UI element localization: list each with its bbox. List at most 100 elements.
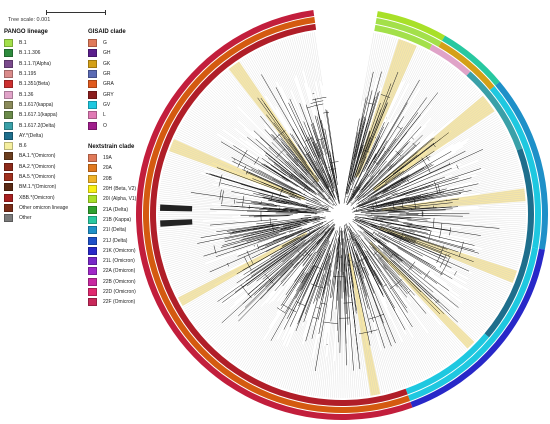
leaf-guide-line bbox=[224, 72, 285, 145]
leaf-guide-line bbox=[367, 349, 377, 395]
leaf-guide-line bbox=[434, 150, 515, 181]
leaf-guide-line bbox=[248, 55, 302, 145]
nextstrain-legend-item: 22B (Omicron) bbox=[88, 277, 136, 287]
nextstrain-color-swatch bbox=[88, 257, 97, 266]
leaf-guide-line bbox=[443, 129, 506, 162]
nextstrain-legend-label: 22F (Omicron) bbox=[103, 299, 136, 306]
leaf-guide-line bbox=[303, 330, 318, 394]
nextstrain-legend-label: 22D (Omicron) bbox=[103, 289, 136, 295]
leaf-guide-line bbox=[218, 77, 283, 149]
pango-color-swatch bbox=[4, 162, 13, 171]
leaf-guide-line bbox=[429, 269, 498, 313]
leaf-guide-line bbox=[382, 336, 400, 389]
leaf-guide-line bbox=[449, 297, 488, 327]
leaf-guide-line bbox=[168, 152, 247, 181]
leaf-guide-line bbox=[385, 301, 425, 379]
leaf-guide-line bbox=[398, 58, 441, 125]
leaf-guide-line bbox=[455, 125, 504, 152]
pango-legend-item: BM.1.*(Omicron) bbox=[4, 182, 68, 192]
pango-legend-title: PANGO lineage bbox=[4, 29, 48, 35]
leaf-guide-line bbox=[417, 215, 526, 220]
leaf-guide-line bbox=[468, 120, 501, 139]
leaf-guide-line bbox=[390, 59, 443, 140]
leaf-guide-line bbox=[289, 37, 316, 123]
leaf-guide-line bbox=[163, 232, 267, 259]
leaf-guide-line bbox=[188, 112, 242, 149]
leaf-guide-line bbox=[162, 172, 213, 185]
leaf-guide-line bbox=[278, 308, 308, 387]
leaf-guide-line bbox=[222, 302, 267, 355]
leaf-guide-line bbox=[435, 259, 508, 295]
leaf-guide-line bbox=[404, 60, 445, 120]
pango-color-swatch bbox=[4, 90, 13, 99]
leaf-guide-line bbox=[203, 92, 245, 129]
leaf-guide-line bbox=[271, 43, 291, 91]
nextstrain-clade-ring bbox=[376, 11, 445, 41]
leaf-guide-line bbox=[171, 144, 247, 176]
nextstrain-legend-item: 22A (Omicron) bbox=[88, 266, 136, 276]
leaf-guide-line bbox=[305, 357, 313, 395]
leaf-guide-line bbox=[414, 293, 467, 350]
leaf-guide-line bbox=[413, 337, 434, 374]
nextstrain-legend-item: 20A bbox=[88, 163, 136, 173]
leaf-guide-line bbox=[484, 158, 518, 170]
nextstrain-color-swatch bbox=[88, 195, 97, 204]
leaf-guide-line bbox=[214, 292, 267, 348]
leaf-guide-line bbox=[158, 222, 252, 232]
leaf-guide-line bbox=[161, 234, 238, 251]
leaf-guide-line bbox=[467, 242, 522, 255]
leaf-guide-line bbox=[184, 118, 266, 168]
leaf-guide-line bbox=[377, 35, 389, 79]
leaf-guide-line bbox=[400, 66, 453, 136]
leaf-guide-line bbox=[410, 302, 455, 360]
leaf-guide-line bbox=[178, 129, 236, 159]
leaf-guide-line bbox=[165, 237, 264, 267]
leaf-guide-line bbox=[263, 47, 305, 135]
leaf-guide-line bbox=[423, 208, 526, 212]
leaf-guide-line bbox=[482, 248, 521, 259]
gisaid-legend-label: GV bbox=[103, 101, 111, 108]
pango-legend-item: B.6 bbox=[4, 141, 68, 151]
leaf-guide-line bbox=[202, 94, 289, 168]
leaf-guide-line bbox=[383, 314, 414, 384]
leaf-guide-line bbox=[291, 36, 305, 83]
leaf-guide-line bbox=[179, 251, 271, 301]
gisaid-color-swatch bbox=[88, 59, 97, 68]
pango-legend-label: Other omicron lineage bbox=[19, 204, 69, 211]
pango-legend-items: B.1 B.1.1.306 B.1.1.7(Alpha) B.1.195 B.1.351… bbox=[4, 38, 68, 223]
leaf-guide-line bbox=[451, 257, 513, 283]
pango-legend-label: B.1.36 bbox=[19, 91, 34, 98]
pango-legend-label: BA.1.*(Omicron) bbox=[19, 153, 56, 160]
leaf-guide-line bbox=[397, 53, 432, 115]
nextstrain-legend-item: 20H (Beta, V2) bbox=[88, 184, 136, 194]
leaf-guide-line bbox=[158, 201, 236, 208]
leaf-guide-line bbox=[258, 50, 283, 97]
leaf-guide-line bbox=[244, 339, 264, 371]
leaf-guide-line bbox=[436, 242, 519, 267]
leaf-guide-line bbox=[281, 40, 295, 79]
leaf-guide-line bbox=[466, 121, 502, 143]
leaf-guide-line bbox=[342, 290, 344, 398]
leaf-guide-line bbox=[173, 140, 220, 162]
leaf-guide-line bbox=[270, 346, 287, 384]
leaf-guide-line bbox=[199, 97, 283, 166]
pango-legend-item: BA.5.*(Omicron) bbox=[4, 172, 68, 182]
leaf-guide-line bbox=[267, 45, 293, 101]
leaf-guide-line bbox=[433, 92, 481, 134]
leaf-guide-line bbox=[211, 263, 293, 345]
leaf-guide-line bbox=[351, 359, 354, 398]
leaf-guide-line bbox=[230, 289, 285, 361]
pango-lineage-ring bbox=[466, 71, 523, 151]
leaf-guide-line bbox=[379, 38, 399, 98]
leaf-guide-line bbox=[381, 350, 394, 391]
nextstrain-legend-item: 21K (Omicron) bbox=[88, 246, 136, 256]
leaf-guide-line bbox=[426, 144, 513, 180]
gisaid-color-swatch bbox=[88, 70, 97, 79]
leaf-guide-line bbox=[434, 138, 511, 173]
leaf-guide-line bbox=[159, 232, 215, 241]
leaf-guide-line bbox=[242, 327, 270, 370]
gisaid-legend-item: GV bbox=[88, 100, 126, 110]
nextstrain-color-swatch bbox=[88, 185, 97, 194]
leaf-guide-line bbox=[462, 123, 503, 147]
leaf-guide-line bbox=[363, 33, 377, 102]
